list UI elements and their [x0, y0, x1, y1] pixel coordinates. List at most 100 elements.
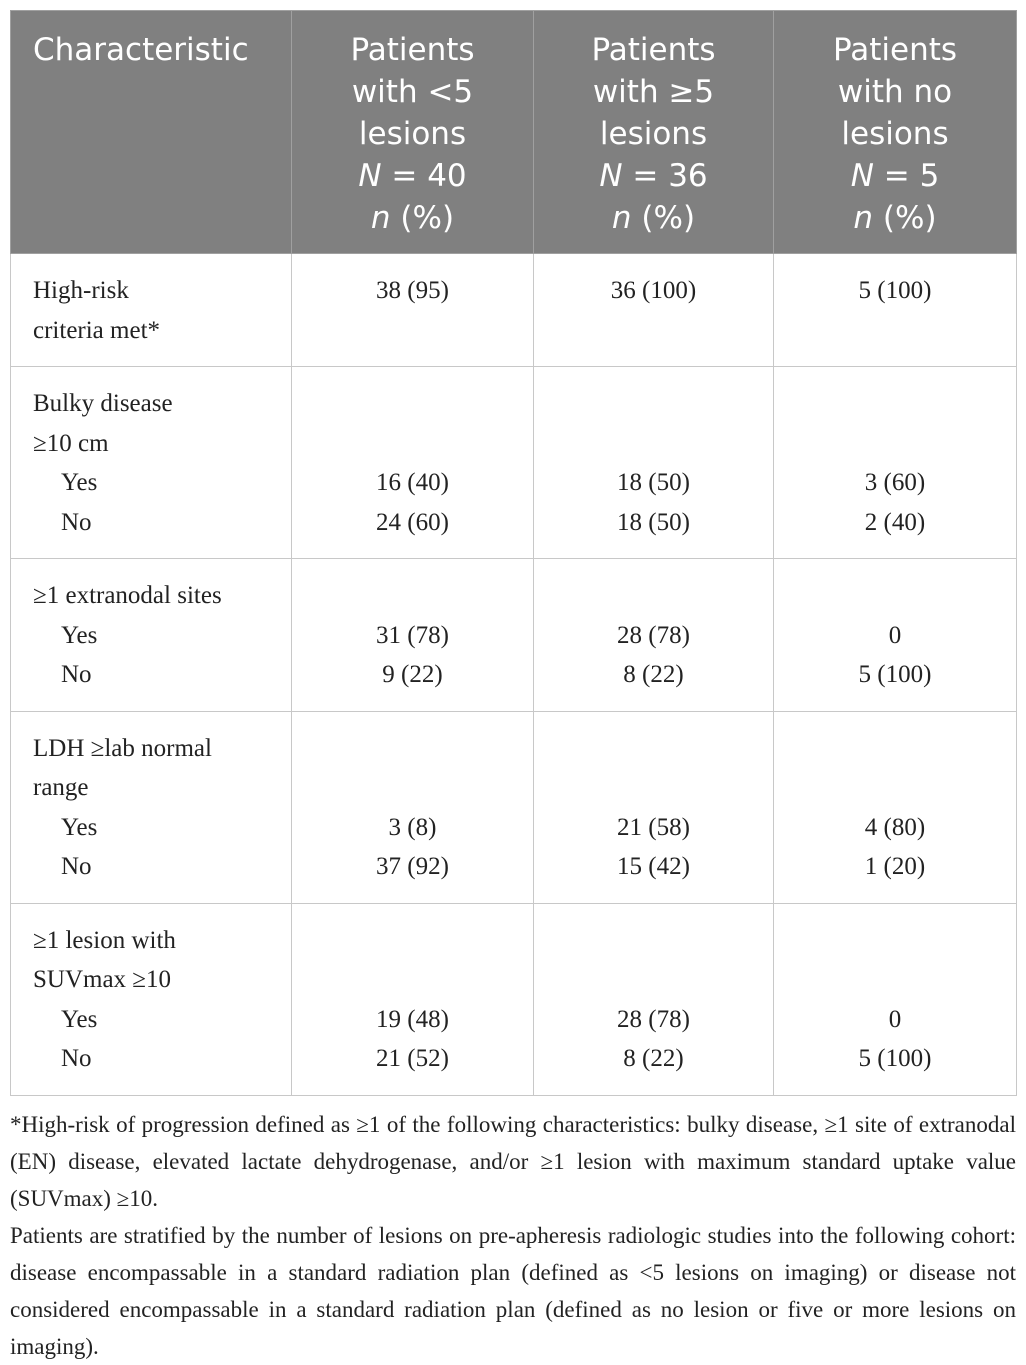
cell-value: 16 (40) 24 (60): [291, 366, 534, 559]
cell-text: 21 (58): [617, 813, 690, 841]
cell-value: 38 (95): [291, 253, 534, 367]
cell-text: 24 (60): [376, 508, 449, 536]
cell-text: 15 (42): [617, 853, 690, 880]
header-pct: (%): [873, 200, 937, 236]
cell-text: 9 (22): [382, 661, 443, 688]
cell-value: 0 5 (100): [773, 558, 1017, 712]
cell-value: 19 (48) 21 (52): [291, 902, 534, 1096]
header-line: lesions: [841, 116, 949, 152]
cell-text: 3 (60): [864, 469, 926, 496]
cell-text: 18 (50): [617, 508, 690, 536]
cell-text: 18 (50): [617, 469, 690, 496]
cell-value: 0 5 (100): [773, 902, 1017, 1096]
sub-label-no: No: [61, 853, 92, 880]
row-label: LDH ≥lab normal range Yes No: [10, 710, 292, 904]
header-line: Patients: [832, 32, 958, 68]
table-container: Characteristic Patients with <5 lesions …: [10, 10, 1017, 1365]
header-n-symbol: N: [358, 158, 382, 194]
row-label: ≥1 extranodal sites Yes No: [10, 558, 292, 712]
cell-value: 28 (78) 8 (22): [533, 902, 774, 1096]
cell-text: 8 (22): [623, 661, 684, 688]
row-label: ≥1 lesion with SUVmax ≥10 Yes No: [10, 902, 292, 1096]
cell-text: 5 (100): [858, 661, 932, 688]
header-characteristic: Characteristic: [10, 10, 292, 254]
cell-value: 3 (60) 2 (40): [773, 366, 1017, 559]
label-line: range: [33, 774, 89, 801]
header-n-symbol: n: [370, 200, 391, 236]
cell-text: 28 (78): [617, 1005, 690, 1033]
cell-text: 19 (48): [376, 1005, 449, 1033]
sub-label-yes: Yes: [61, 469, 98, 496]
cell-text: 31 (78): [376, 621, 449, 649]
header-pct: (%): [631, 200, 696, 236]
header-line: with <5: [351, 74, 474, 110]
cell-value: 5 (100): [773, 253, 1017, 367]
cell-text: 16 (40): [376, 469, 449, 496]
cell-value: 3 (8) 37 (92): [291, 710, 534, 904]
header-count-line: N = 36: [544, 155, 763, 197]
cell-text: 0: [888, 621, 902, 649]
cell-text: 28 (78): [617, 621, 690, 649]
header-pct-line: n (%): [784, 197, 1006, 239]
sub-label-no: No: [61, 1045, 92, 1072]
cell-text: 8 (22): [623, 1045, 684, 1072]
sub-label-yes: Yes: [61, 1005, 98, 1033]
header-count-line: N = 5: [784, 155, 1006, 197]
label-line: ≥10 cm: [33, 429, 109, 457]
label-line: ≥1 lesion with: [33, 926, 176, 954]
header-n-value: = 40: [381, 158, 467, 194]
label-line: High-risk: [33, 277, 129, 304]
cell-text: 5 (100): [858, 1045, 932, 1072]
cell-text: 37 (92): [376, 853, 449, 880]
header-n-value: = 5: [873, 158, 940, 194]
cell-value: 28 (78) 8 (22): [533, 558, 774, 712]
cell-text: 36 (100): [610, 277, 697, 304]
sub-label-yes: Yes: [61, 621, 98, 649]
header-n-symbol: N: [850, 158, 874, 194]
table-row-extranodal: ≥1 extranodal sites Yes No 31 (78) 9 (22…: [10, 558, 1017, 712]
cell-value: 4 (80) 1 (20): [773, 710, 1017, 904]
cell-value: 21 (58) 15 (42): [533, 710, 774, 904]
cell-value: 36 (100): [533, 253, 774, 367]
characteristics-table: Characteristic Patients with <5 lesions …: [10, 10, 1017, 1096]
header-line: with ≥5: [592, 74, 715, 110]
header-line: lesions: [599, 116, 708, 152]
header-pct: (%): [390, 200, 455, 236]
label-line: ≥1 extranodal sites: [33, 582, 222, 609]
header-line: Patients: [350, 32, 475, 68]
cell-text: 0: [888, 1005, 902, 1033]
footnote-stratification: Patients are stratified by the number of…: [10, 1222, 1016, 1359]
header-row: Characteristic Patients with <5 lesions …: [10, 10, 1017, 254]
table-row-suvmax: ≥1 lesion with SUVmax ≥10 Yes No 19 (48)…: [10, 902, 1017, 1096]
table-footnotes: *High-risk of progression defined as ≥1 …: [10, 1106, 1016, 1365]
label-line: criteria met*: [33, 316, 161, 344]
cell-text: 2 (40): [864, 508, 926, 536]
header-count-line: N = 40: [302, 155, 523, 197]
cell-value: 31 (78) 9 (22): [291, 558, 534, 712]
sub-label-no: No: [61, 661, 92, 688]
row-label: High-risk criteria met*: [10, 253, 292, 367]
footnote-high-risk: *High-risk of progression defined as ≥1 …: [10, 1111, 1016, 1211]
cell-text: 21 (52): [376, 1045, 449, 1072]
header-n-symbol: N: [599, 158, 623, 194]
cell-value: 18 (50) 18 (50): [533, 366, 774, 559]
header-less-than-5: Patients with <5 lesions N = 40 n (%): [291, 10, 534, 254]
table-row-ldh: LDH ≥lab normal range Yes No 3 (8) 37 (9…: [10, 710, 1017, 904]
header-n-symbol: n: [853, 200, 874, 236]
header-pct-line: n (%): [302, 197, 523, 239]
sub-label-yes: Yes: [61, 813, 98, 841]
header-5-or-more: Patients with ≥5 lesions N = 36 n (%): [533, 10, 774, 254]
cell-text: 38 (95): [376, 277, 449, 304]
cell-text: 1 (20): [864, 853, 926, 880]
header-n-value: = 36: [622, 158, 708, 194]
label-line: LDH ≥lab normal: [33, 734, 212, 762]
table-row-high-risk: High-risk criteria met* 38 (95) 36 (100)…: [10, 253, 1017, 367]
sub-label-no: No: [61, 508, 92, 536]
cell-text: 4 (80): [864, 813, 926, 841]
table-row-bulky-disease: Bulky disease ≥10 cm Yes No 16 (40) 24 (…: [10, 366, 1017, 559]
cell-text: 5 (100): [858, 277, 932, 304]
header-line: lesions: [358, 116, 467, 152]
label-line: SUVmax ≥10: [33, 966, 172, 993]
cell-text: 3 (8): [388, 813, 437, 841]
header-pct-line: n (%): [544, 197, 763, 239]
